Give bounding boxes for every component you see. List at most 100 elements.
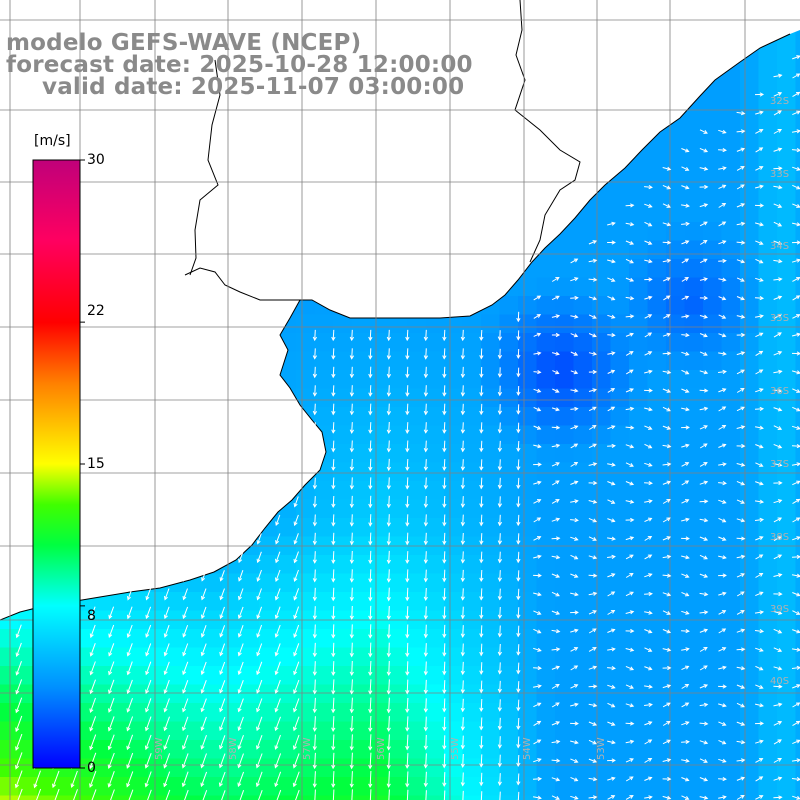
field-cell [536, 333, 556, 353]
wind-arrow [405, 495, 410, 509]
wind-arrow [497, 717, 502, 731]
field-cell [518, 462, 538, 482]
field-cell [777, 111, 797, 131]
wind-arrow [736, 518, 746, 523]
wind-arrow [405, 440, 410, 453]
field-cell [647, 222, 667, 242]
wind-arrow [274, 716, 281, 732]
wind-arrow [625, 776, 634, 782]
field-cell [499, 629, 519, 649]
field-cell [777, 92, 797, 112]
field-cell [425, 666, 445, 686]
wind-arrow [368, 715, 373, 733]
wind-arrow [516, 477, 521, 490]
wind-arrow [644, 610, 653, 615]
wind-arrow [607, 443, 616, 449]
wind-arrow [699, 684, 709, 689]
field-cell [777, 55, 797, 75]
field-cell [333, 777, 353, 797]
wind-arrow [570, 776, 579, 782]
field-cell [407, 573, 427, 593]
field-cell [296, 296, 316, 316]
wind-arrow [423, 459, 429, 471]
field-cell [573, 684, 593, 704]
field-cell [296, 684, 316, 704]
wind-arrow [479, 403, 484, 416]
wind-arrow [423, 385, 429, 397]
field-cell [388, 481, 408, 501]
wind-arrow [274, 624, 281, 638]
field-cell [536, 740, 556, 760]
field-cell [555, 277, 575, 297]
field-cell [351, 795, 371, 800]
field-cell [351, 758, 371, 778]
field-cell [795, 55, 800, 75]
field-cell [684, 555, 704, 575]
field-cell [481, 388, 501, 408]
wind-arrow [625, 721, 635, 726]
field-cell [758, 629, 778, 649]
wind-arrow [368, 385, 373, 397]
field-cell [703, 388, 723, 408]
field-cell [296, 592, 316, 612]
wind-arrow [607, 573, 616, 578]
field-cell [444, 407, 464, 427]
wind-arrow [349, 752, 354, 770]
field-cell [370, 666, 390, 686]
field-cell [129, 592, 149, 612]
field-cell [777, 388, 797, 408]
latitude-label: 33S [770, 169, 789, 180]
field-cell [351, 740, 371, 760]
wind-arrow [533, 480, 542, 485]
field-cell [499, 666, 519, 686]
field-cell [573, 777, 593, 797]
field-cell [462, 573, 482, 593]
field-cell [610, 296, 630, 316]
field-cell [666, 462, 686, 482]
wind-arrow [681, 295, 690, 300]
field-cell [370, 333, 390, 353]
wind-arrow [295, 789, 300, 800]
wind-arrow [218, 771, 226, 787]
wind-arrow [699, 203, 709, 208]
wind-arrow [551, 407, 560, 412]
field-cell [721, 795, 741, 800]
field-cell [388, 684, 408, 704]
field-cell [444, 351, 464, 371]
wind-arrow [607, 740, 616, 745]
field-cell [351, 481, 371, 501]
field-cell [777, 444, 797, 464]
wind-arrow [163, 716, 170, 732]
field-cell [462, 518, 482, 538]
field-cell [555, 555, 575, 575]
field-cell [314, 481, 334, 501]
field-cell [0, 777, 20, 797]
wind-arrow [238, 551, 244, 564]
wind-arrow [238, 478, 244, 489]
field-cell [333, 333, 353, 353]
wind-arrow [423, 329, 429, 342]
wind-arrow [551, 517, 561, 522]
wind-arrow [625, 203, 635, 208]
field-cell [777, 203, 797, 223]
wind-arrow [736, 740, 746, 745]
field-cell [314, 647, 334, 667]
field-cell [518, 684, 538, 704]
field-cell [388, 407, 408, 427]
field-cell [684, 647, 704, 667]
wind-arrow [607, 314, 616, 319]
wind-arrow [791, 462, 800, 467]
field-cell [203, 758, 223, 778]
field-cell [777, 555, 797, 575]
longitude-label: 56W [376, 737, 387, 760]
wind-arrow [312, 477, 318, 490]
wind-arrow [588, 406, 597, 412]
field-cell [629, 388, 649, 408]
field-cell [629, 777, 649, 797]
wind-arrow [405, 587, 410, 602]
field-cell [462, 666, 482, 686]
field-cell [296, 351, 316, 371]
wind-arrow [145, 643, 152, 657]
field-cell [666, 259, 686, 279]
